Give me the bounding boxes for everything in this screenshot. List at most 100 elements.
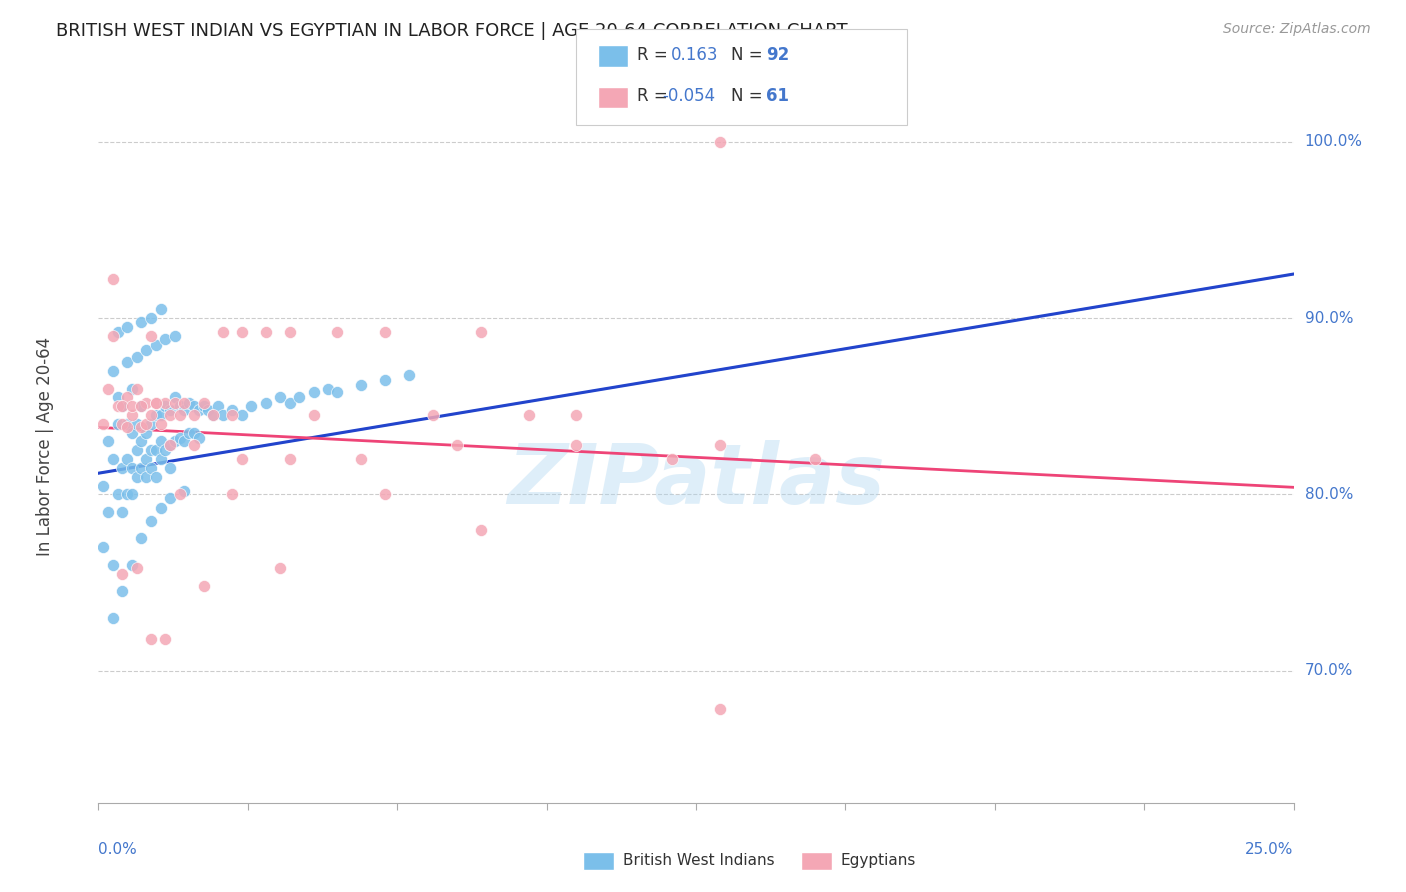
Point	[169, 408, 191, 422]
Point	[159, 402, 181, 417]
Point	[254, 325, 277, 339]
Point	[97, 505, 120, 519]
Point	[101, 558, 124, 572]
Text: R =: R =	[637, 46, 673, 64]
Point	[470, 523, 492, 537]
Point	[183, 399, 205, 413]
Point	[269, 391, 291, 405]
Point	[115, 417, 138, 431]
Point	[193, 399, 215, 413]
Point	[231, 408, 253, 422]
Text: R =: R =	[637, 87, 673, 105]
Text: 61: 61	[766, 87, 789, 105]
Point	[121, 425, 143, 440]
Point	[135, 417, 157, 431]
Point	[149, 417, 172, 431]
Point	[173, 434, 195, 449]
Point	[107, 417, 129, 431]
Point	[115, 420, 138, 434]
Text: 90.0%: 90.0%	[1305, 310, 1353, 326]
Point	[139, 461, 162, 475]
Text: N =: N =	[731, 87, 768, 105]
Point	[240, 399, 263, 413]
Point	[135, 469, 157, 483]
Point	[101, 328, 124, 343]
Point	[709, 702, 731, 716]
Point	[422, 408, 444, 422]
Point	[350, 452, 373, 467]
Point	[211, 325, 233, 339]
Text: 92: 92	[766, 46, 790, 64]
Point	[125, 561, 148, 575]
Point	[121, 399, 143, 413]
Point	[149, 434, 172, 449]
Point	[159, 408, 181, 422]
Point	[193, 395, 215, 409]
Point	[565, 438, 588, 452]
Point	[149, 501, 172, 516]
Point	[145, 443, 167, 458]
Point	[107, 487, 129, 501]
Point	[139, 632, 162, 646]
Point	[131, 532, 153, 546]
Point	[91, 417, 114, 431]
Point	[97, 382, 120, 396]
Point	[173, 395, 195, 409]
Text: In Labor Force | Age 20-64: In Labor Force | Age 20-64	[37, 336, 53, 556]
Point	[173, 483, 195, 498]
Point	[221, 402, 243, 417]
Point	[183, 425, 205, 440]
Point	[107, 325, 129, 339]
Point	[326, 325, 349, 339]
Point	[135, 452, 157, 467]
Text: 0.0%: 0.0%	[98, 842, 138, 856]
Text: British West Indians: British West Indians	[623, 854, 775, 868]
Point	[278, 325, 301, 339]
Point	[278, 395, 301, 409]
Point	[163, 434, 186, 449]
Text: ZIPatlas: ZIPatlas	[508, 441, 884, 522]
Point	[159, 438, 181, 452]
Point	[111, 505, 134, 519]
Point	[111, 399, 134, 413]
Point	[111, 461, 134, 475]
Point	[121, 408, 143, 422]
Point	[111, 566, 134, 581]
Point	[302, 385, 325, 400]
Point	[107, 391, 129, 405]
Text: 100.0%: 100.0%	[1305, 135, 1362, 149]
Point	[374, 487, 396, 501]
Point	[125, 382, 148, 396]
Point	[254, 395, 277, 409]
Point	[169, 431, 191, 445]
Point	[179, 425, 201, 440]
Point	[139, 417, 162, 431]
Point	[101, 364, 124, 378]
Point	[91, 540, 114, 554]
Point	[446, 438, 468, 452]
Point	[145, 469, 167, 483]
Point	[709, 438, 731, 452]
Point	[159, 461, 181, 475]
Point	[221, 408, 243, 422]
Point	[107, 399, 129, 413]
Point	[121, 558, 143, 572]
Point	[155, 332, 177, 346]
Point	[145, 337, 167, 351]
Point	[350, 378, 373, 392]
Point	[326, 385, 349, 400]
Point	[121, 382, 143, 396]
Point	[155, 399, 177, 413]
Point	[115, 391, 138, 405]
Point	[115, 320, 138, 334]
Point	[173, 402, 195, 417]
Point	[149, 408, 172, 422]
Point	[231, 325, 253, 339]
Point	[374, 325, 396, 339]
Point	[207, 399, 229, 413]
Text: 70.0%: 70.0%	[1305, 663, 1353, 678]
Text: 80.0%: 80.0%	[1305, 487, 1353, 502]
Point	[231, 452, 253, 467]
Point	[169, 399, 191, 413]
Point	[131, 461, 153, 475]
